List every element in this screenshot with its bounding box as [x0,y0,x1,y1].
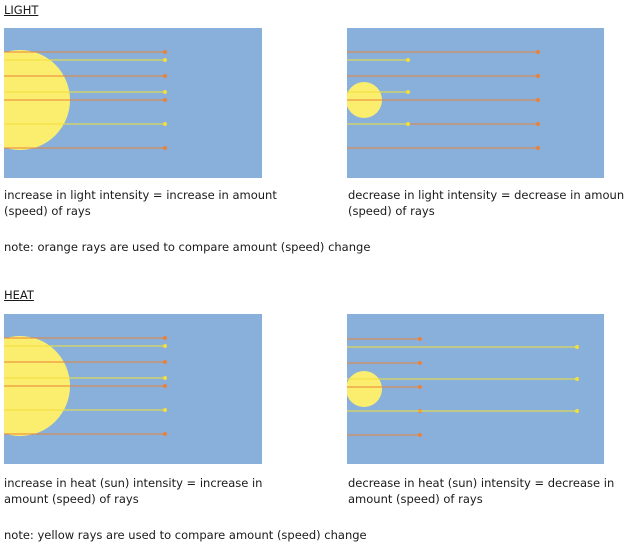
yellow-ray-tip [163,122,167,126]
sun [347,371,382,407]
orange-ray-tip [163,432,167,436]
light-increase-panel [4,28,262,178]
orange-ray-tip [536,50,540,54]
yellow-ray-tip [163,408,167,412]
light-right-caption-1: decrease in light intensity = decrease i… [348,188,624,202]
yellow-ray-tip [406,58,410,62]
heat-right-caption-2: amount (speed) of rays [348,492,483,506]
yellow-ray-tip [163,376,167,380]
heat-heading: HEAT [4,288,34,302]
orange-ray-tip [163,98,167,102]
heat-left-caption-2: amount (speed) of rays [4,492,139,506]
orange-ray-tip [418,433,422,437]
yellow-ray-tip [575,345,579,349]
yellow-ray-tip [163,58,167,62]
yellow-ray-tip [163,344,167,348]
yellow-ray-tip [406,122,410,126]
light-note: note: orange rays are used to compare am… [4,240,371,254]
orange-ray-tip [163,336,167,340]
sky-background [347,28,604,178]
sky-background [347,314,604,464]
orange-ray-tip [163,146,167,150]
orange-ray-tip [163,50,167,54]
orange-ray-tip [536,98,540,102]
heat-decrease-panel [347,314,604,464]
yellow-ray-tip [406,90,410,94]
yellow-ray-tip [575,377,579,381]
orange-ray-tip [163,74,167,78]
heat-increase-panel [4,314,262,464]
light-right-caption-2: (speed) of rays [348,204,435,218]
orange-ray-tip [536,74,540,78]
orange-ray-tip [536,146,540,150]
light-heading: LIGHT [4,3,39,17]
light-left-caption-2: (speed) of rays [4,204,91,218]
orange-ray-tip [418,361,422,365]
yellow-ray-tip [575,409,579,413]
light-left-caption-1: increase in light intensity = increase i… [4,188,277,202]
orange-ray-tip [536,122,540,126]
orange-ray-tip [418,337,422,341]
orange-ray-tip [163,384,167,388]
light-decrease-panel [347,28,604,178]
orange-ray-tip [163,360,167,364]
yellow-ray-tip [163,90,167,94]
heat-left-caption-1: increase in heat (sun) intensity = incre… [4,476,263,490]
orange-ray-tip [418,385,422,389]
heat-right-caption-1: decrease in heat (sun) intensity = decre… [348,476,615,490]
heat-note: note: yellow rays are used to compare am… [4,528,367,542]
